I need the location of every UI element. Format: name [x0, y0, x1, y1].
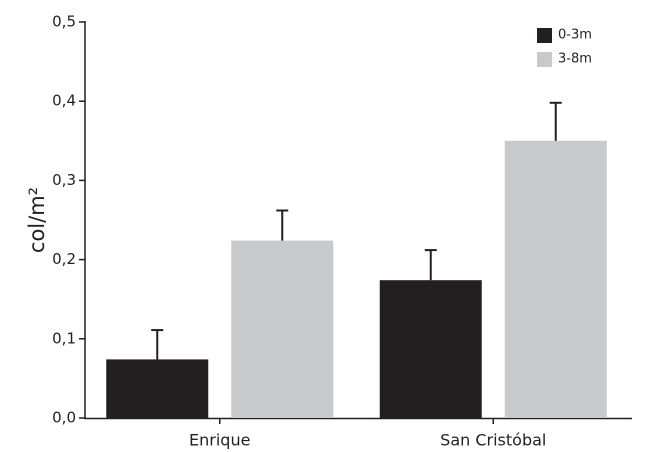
x-tick-label: San Cristóbal: [440, 431, 546, 450]
y-tick-label: 0,1: [52, 329, 76, 347]
y-axis-label: col/m²: [25, 187, 49, 253]
x-tick-label: Enrique: [189, 431, 250, 450]
bar: [106, 359, 209, 418]
legend-swatch: [537, 28, 552, 43]
y-tick-label: 0,5: [52, 13, 76, 31]
y-tick-label: 0,4: [52, 92, 76, 110]
error-bar: [424, 249, 437, 281]
error-bar: [549, 101, 562, 141]
bar: [504, 140, 607, 419]
error-bar: [276, 209, 289, 241]
legend-label: 3-8m: [558, 52, 592, 67]
bar: [379, 280, 482, 418]
error-bar: [151, 329, 164, 360]
y-tick-label: 0,0: [52, 409, 76, 427]
legend-label: 0-3m: [558, 28, 592, 43]
y-tick-label: 0,2: [52, 250, 76, 268]
y-tick-label: 0,3: [52, 171, 76, 189]
bar: [231, 240, 334, 418]
legend-swatch: [537, 52, 552, 67]
